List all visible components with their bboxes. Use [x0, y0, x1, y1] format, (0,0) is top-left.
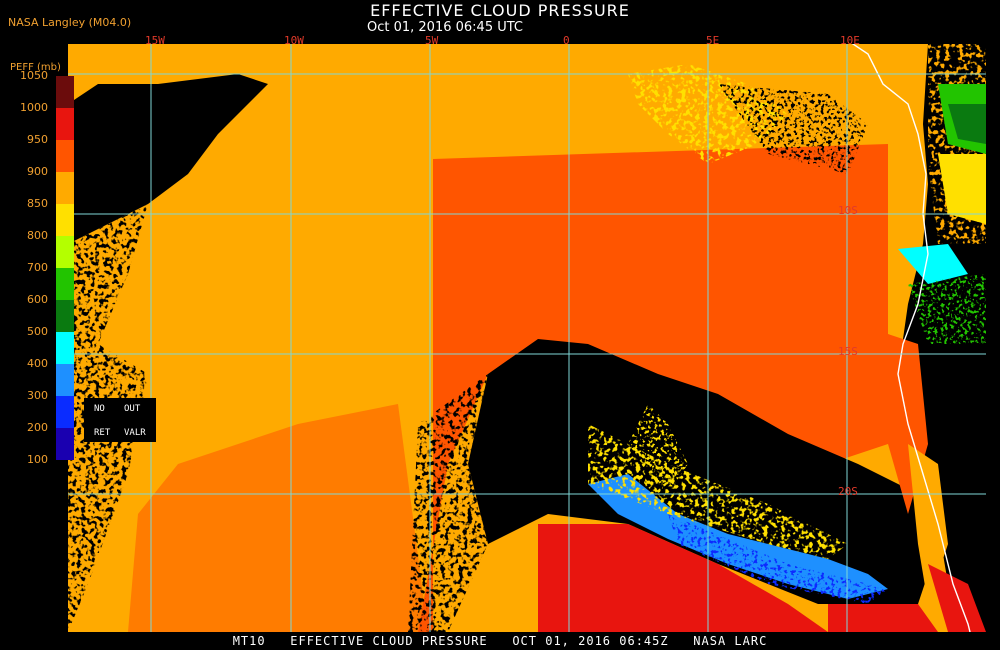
land-cloud-cyan: [898, 244, 968, 284]
legend-tick-label: 1000: [20, 101, 48, 114]
legend-swatch: [56, 204, 74, 236]
map-timestamp: Oct 01, 2016 06:45 UTC: [367, 20, 523, 35]
legend-tick-label: 850: [27, 197, 48, 210]
legend-tick-label: 800: [27, 229, 48, 242]
clear-sky-nw-speckle: [68, 204, 148, 364]
coastal-stratus-red: [928, 564, 986, 632]
land-cloud-green-2: [908, 274, 986, 344]
legend-tick-label: 600: [27, 293, 48, 306]
legend-swatch: [56, 140, 74, 172]
lon-label-5w: 5W: [425, 34, 439, 47]
region-1000mb: [538, 524, 828, 632]
legend-tick-label: 900: [27, 165, 48, 178]
legend-tick-label: 700: [27, 261, 48, 274]
legend-colorbar: [56, 76, 74, 460]
legend-swatch: [56, 332, 74, 364]
high-cloud-speckle: [668, 514, 888, 604]
legend-tick-label: 400: [27, 357, 48, 370]
legend-swatch: [56, 300, 74, 332]
legend-no-label: NO: [94, 404, 105, 414]
coastal-stratus-2: [908, 444, 948, 604]
lat-label-15s: 15S: [838, 345, 858, 358]
clear-sky-nw: [68, 74, 268, 244]
credit-label: NASA Langley (M04.0): [8, 16, 132, 29]
region-950mb-south: [128, 404, 428, 632]
land-cloud-darkgreen: [948, 104, 986, 144]
coastline: [851, 44, 971, 632]
legend-swatch: [56, 428, 74, 460]
mid-cloud-cells-2: [588, 424, 848, 559]
lon-label-0: 0: [563, 34, 570, 47]
lon-label-15w: 15W: [145, 34, 165, 47]
legend-flags: NO RET OUT VALR: [84, 398, 156, 442]
footer-caption: MT10 EFFECTIVE CLOUD PRESSURE OCT 01, 20…: [232, 634, 768, 648]
legend-ret-label: RET: [94, 428, 111, 438]
legend-out-label: OUT: [124, 404, 141, 414]
lon-label-10e: 10E: [840, 34, 860, 47]
land-cloud-yellow: [938, 154, 986, 224]
clear-sky-ne: [718, 84, 868, 174]
map-title: EFFECTIVE CLOUD PRESSURE: [370, 1, 630, 20]
legend-swatch: [56, 172, 74, 204]
legend-swatch: [56, 364, 74, 396]
legend-swatch: [56, 268, 74, 300]
legend-title: PEFF (mb): [10, 62, 61, 73]
lon-label-5e: 5E: [706, 34, 720, 47]
legend-tick-label: 1050: [20, 69, 48, 82]
legend-swatch: [56, 236, 74, 268]
legend-valr-label: VALR: [124, 428, 146, 438]
clear-sky-speckle-sw: [408, 374, 488, 632]
lat-label-10s: 10S: [838, 204, 858, 217]
legend-tick-label: 950: [27, 133, 48, 146]
legend-swatch: [56, 76, 74, 108]
cloud-pressure-image: [68, 44, 986, 632]
legend-tick-label: 200: [27, 421, 48, 434]
graticule: [68, 44, 986, 632]
legend-tick-label: 100: [27, 453, 48, 466]
lon-label-10w: 10W: [284, 34, 304, 47]
legend-tick-label: 500: [27, 325, 48, 338]
legend-tick-label: 300: [27, 389, 48, 402]
lat-label-20s: 20S: [838, 485, 858, 498]
satellite-map: [68, 44, 986, 632]
region-1000mb-e: [828, 604, 938, 632]
legend-swatch: [56, 108, 74, 140]
legend-swatch: [56, 396, 74, 428]
